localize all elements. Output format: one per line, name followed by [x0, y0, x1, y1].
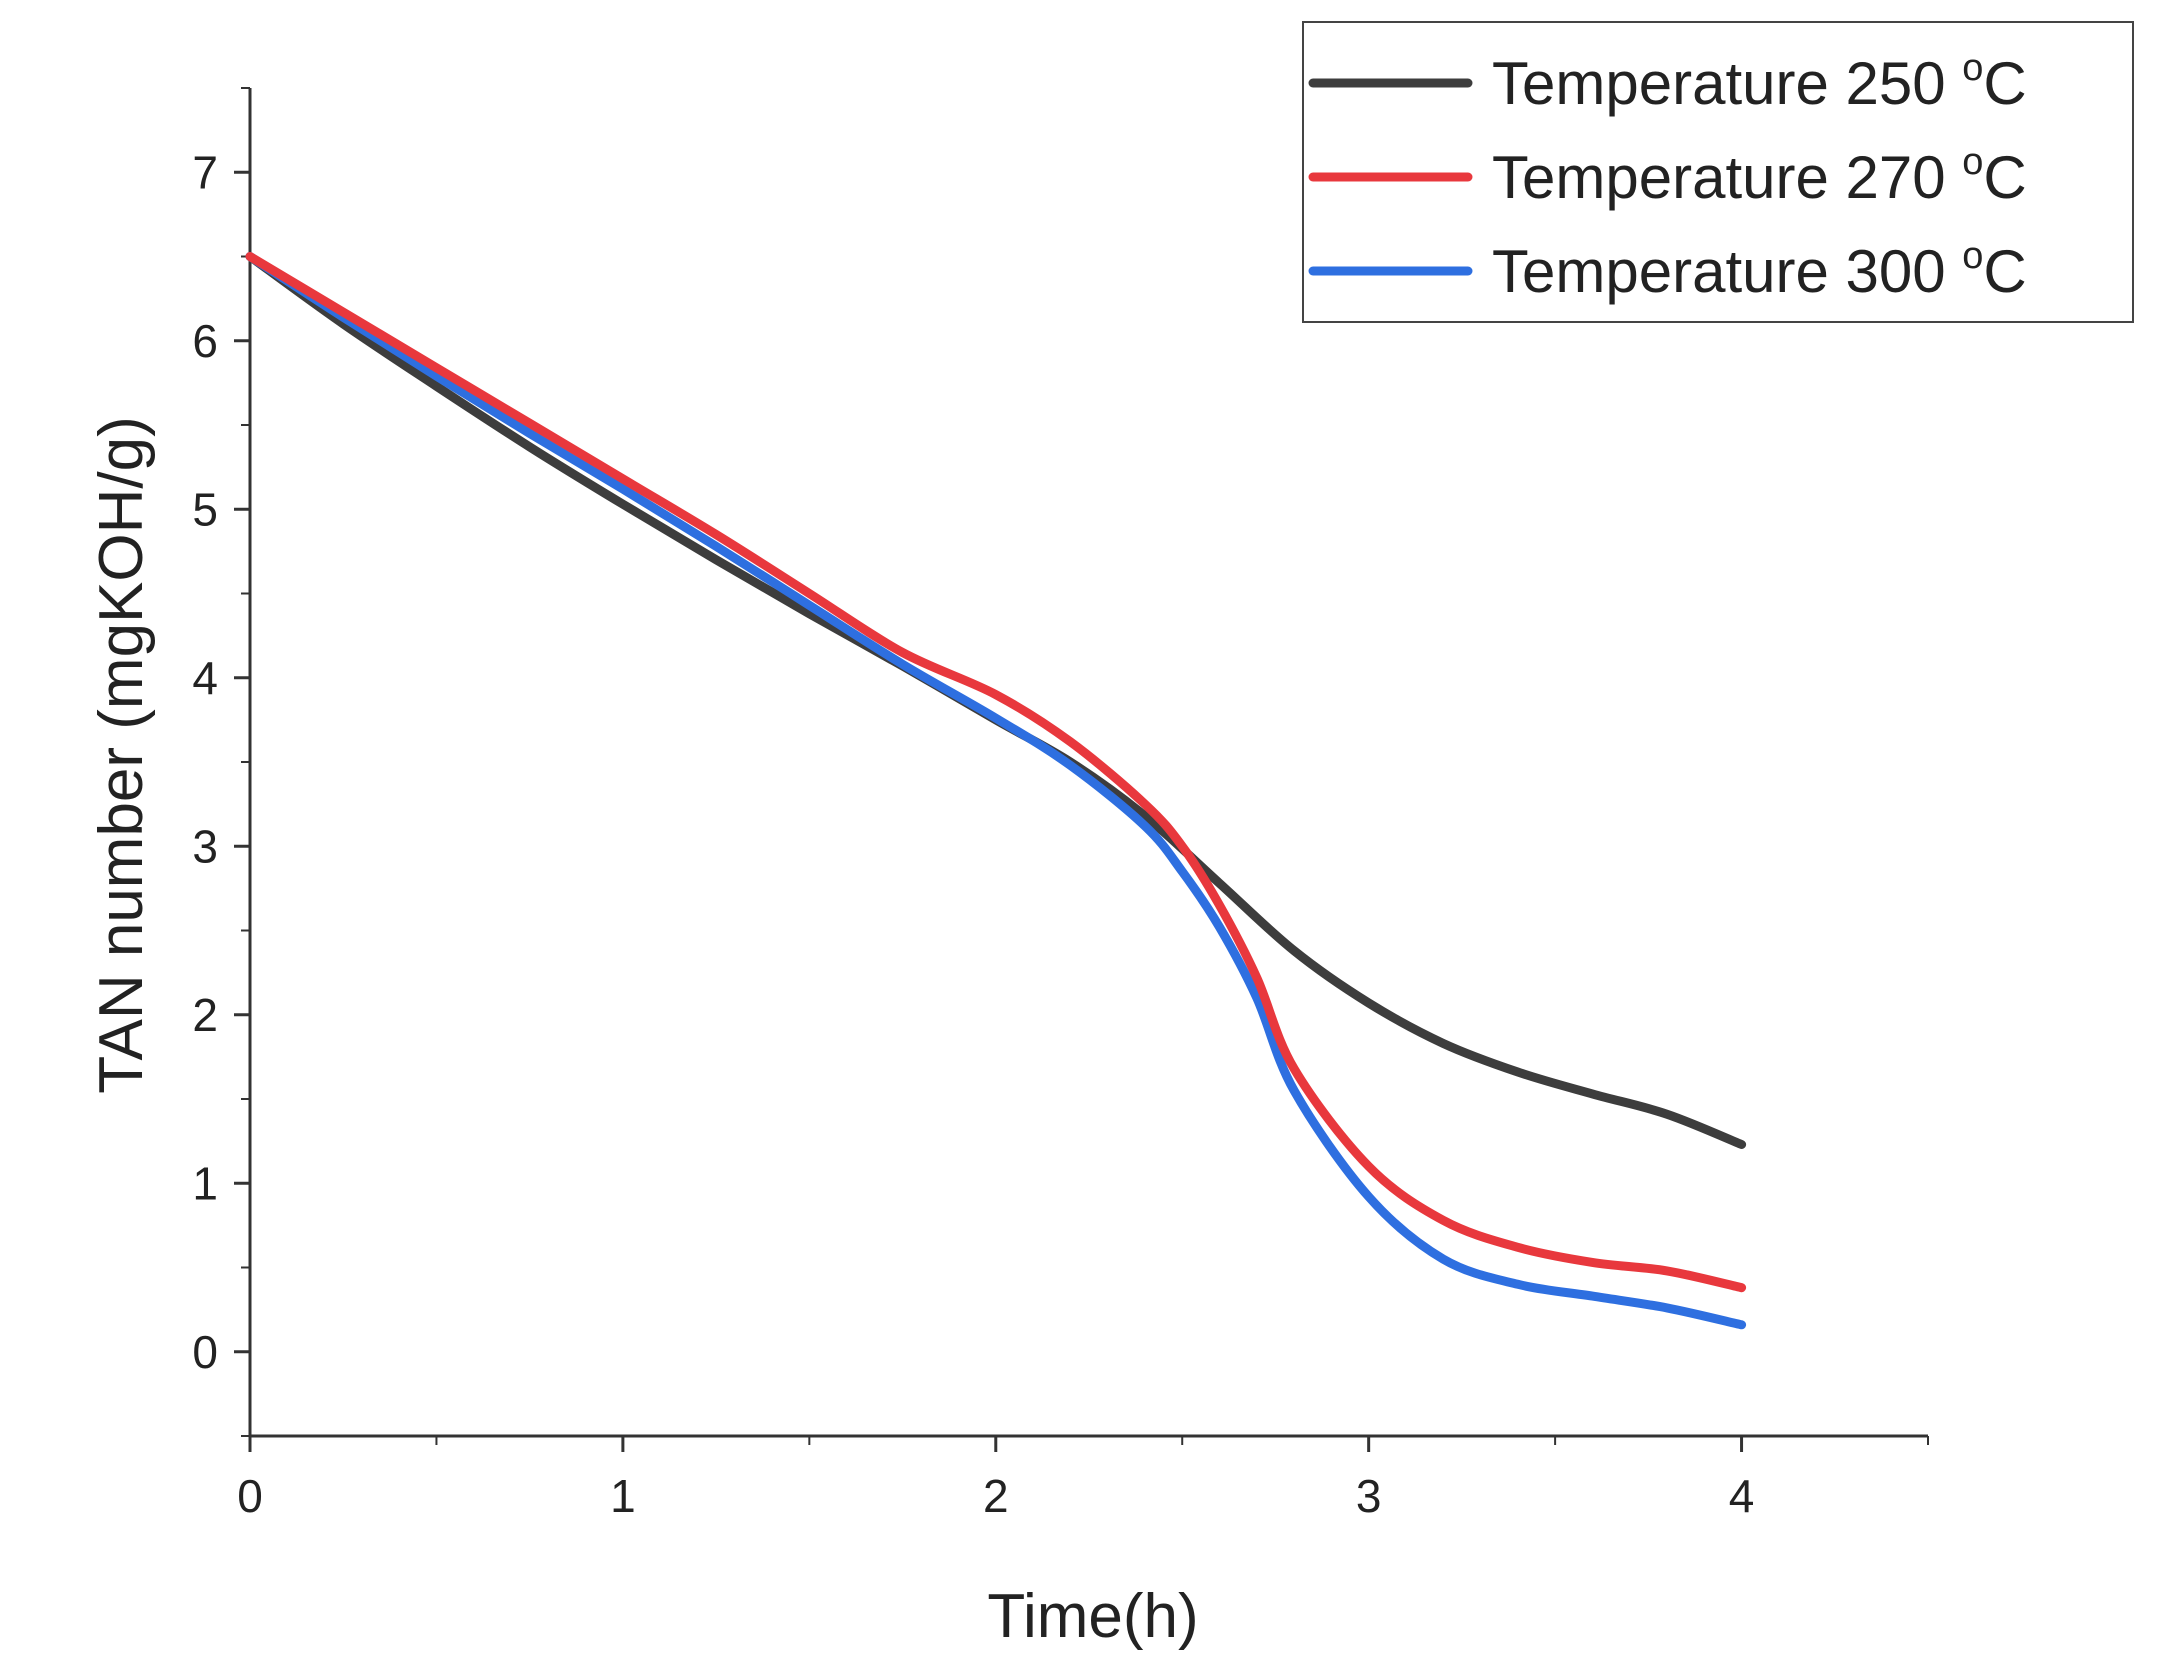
x-tick-label: 0 — [237, 1470, 263, 1522]
x-tick-label: 1 — [610, 1470, 636, 1522]
series-line-1 — [245, 252, 1747, 1293]
x-axis-title: Time(h) — [987, 1582, 1198, 1651]
y-tick-label: 0 — [192, 1326, 218, 1378]
y-tick-label: 6 — [192, 315, 218, 367]
x-tick-label: 2 — [983, 1470, 1009, 1522]
y-tick-label: 4 — [192, 652, 218, 704]
series-lines — [245, 252, 1747, 1330]
y-axis-title: TAN number (mgKOH/g) — [87, 416, 156, 1094]
y-tick-label: 1 — [192, 1157, 218, 1209]
legend: Temperature 250 oC Temperature 270 oC Temp… — [1302, 21, 2134, 323]
legend-label-1: Temperature 270 oC — [1492, 141, 2027, 211]
y-tick-label: 5 — [192, 483, 218, 535]
legend-label-2: Temperature 300 oC — [1492, 235, 2027, 305]
x-tick-label: 4 — [1729, 1470, 1755, 1522]
ticks: 0 1 2 3 4 0 1 2 3 4 5 6 7 — [192, 87, 1929, 1522]
y-tick-label: 7 — [192, 146, 218, 198]
y-tick-label: 3 — [192, 820, 218, 872]
legend-label-0: Temperature 250 oC — [1492, 47, 2027, 117]
series-line-2 — [245, 252, 1747, 1330]
x-tick-label: 3 — [1356, 1470, 1382, 1522]
y-tick-label: 2 — [192, 989, 218, 1041]
